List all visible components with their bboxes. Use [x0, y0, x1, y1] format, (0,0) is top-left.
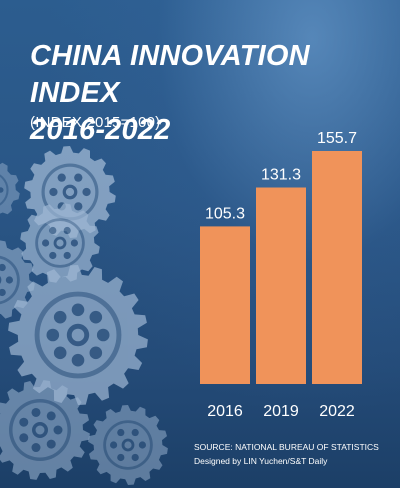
bar-2022 — [312, 151, 362, 384]
x-tick-label: 2019 — [263, 403, 299, 420]
bar-2016 — [200, 226, 250, 384]
title-line-1: CHINA INNOVATION INDEX — [30, 40, 310, 109]
source-credit: SOURCE: NATIONAL BUREAU OF STATISTICS De… — [194, 440, 379, 468]
data-label: 105.3 — [205, 205, 245, 222]
chart-subtitle: (INDEX 2015=100) — [30, 114, 161, 131]
gear-icon — [0, 162, 20, 215]
bar-2019 — [256, 187, 306, 384]
gear-icon — [20, 203, 100, 283]
chart-title: CHINA INNOVATION INDEX 2016-2022 — [30, 38, 400, 149]
x-tick-label: 2022 — [319, 403, 355, 420]
data-label: 155.7 — [317, 130, 357, 147]
x-tick-label: 2016 — [207, 403, 243, 420]
gear-icon — [8, 265, 148, 405]
source-line: SOURCE: NATIONAL BUREAU OF STATISTICS — [194, 442, 379, 452]
gear-icon — [88, 405, 168, 485]
gear-icon — [0, 240, 35, 319]
title-line-2: 2016-2022 — [30, 114, 171, 146]
data-label: 131.3 — [261, 167, 301, 184]
gear-icon-group — [0, 146, 168, 485]
designer-credit: Designed by LIN Yuchen/S&T Daily — [194, 456, 328, 466]
gear-icon — [0, 380, 90, 480]
